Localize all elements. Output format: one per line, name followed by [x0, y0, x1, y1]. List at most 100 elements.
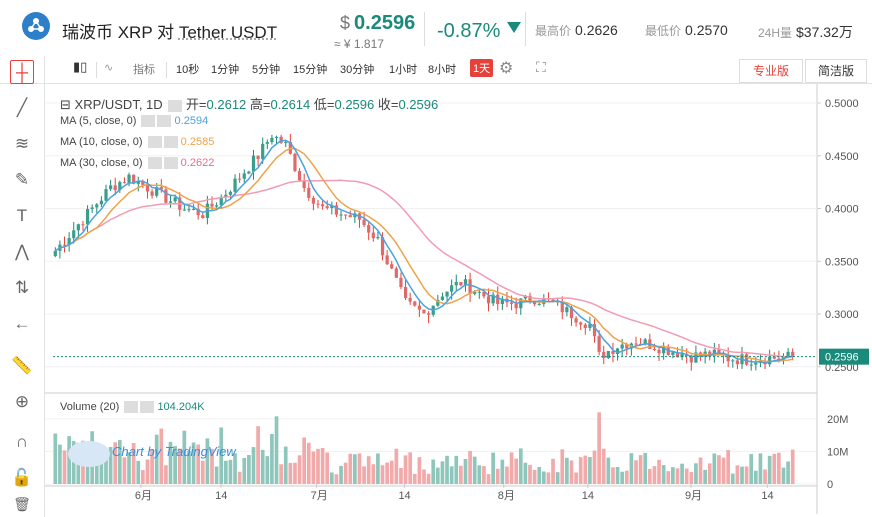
- tradingview-watermark: Chart by TradingView: [112, 444, 236, 459]
- volume-bar: [449, 466, 454, 484]
- volume-bar: [136, 460, 141, 484]
- crosshair-icon[interactable]: ┼: [10, 60, 34, 84]
- volume-bar: [191, 442, 196, 484]
- volume-bar: [624, 470, 629, 484]
- volume-bar: [159, 428, 164, 484]
- cny-price: ≈ ¥ 1.817: [334, 37, 384, 51]
- volume-bar: [85, 454, 90, 484]
- trading-pair[interactable]: 瑞波币 XRP 对 Tether USDT: [62, 18, 277, 43]
- volume-bar: [168, 441, 173, 484]
- volume-bar: [574, 472, 578, 484]
- volume-bar: [417, 457, 422, 484]
- ticker-header: 瑞波币 XRP 对 Tether USDT $0.2596 ≈ ¥ 1.817 …: [0, 0, 872, 56]
- volume-bar: [643, 452, 648, 484]
- settings-gear-icon[interactable]: ⚙: [499, 60, 514, 77]
- volume-bar: [283, 446, 288, 484]
- candle-body: [385, 255, 389, 265]
- ma10-close-icon[interactable]: [163, 136, 178, 149]
- text-icon[interactable]: T: [16, 206, 28, 225]
- volume-bar: [532, 469, 537, 484]
- price-chart[interactable]: 0.5000 0.4500 0.4000 0.3500 0.3000 0.2500 20M 1…: [45, 84, 872, 517]
- volume-bar: [412, 473, 417, 484]
- volume-legend: Volume (20) 104.204K: [60, 401, 205, 414]
- volume-bar: [233, 453, 237, 484]
- volume-label: 24H量: [758, 26, 793, 40]
- ma5-settings-icon[interactable]: [141, 115, 156, 128]
- legend-settings-icon[interactable]: [168, 99, 183, 112]
- volume-settings-icon[interactable]: [124, 401, 139, 414]
- pattern-icon[interactable]: ⋀: [15, 242, 29, 261]
- price-axis-label: 0.4000: [825, 204, 859, 216]
- ma30-settings-icon[interactable]: [147, 157, 162, 170]
- volume-bar: [611, 467, 615, 484]
- simple-version-button[interactable]: 简洁版: [805, 59, 867, 83]
- volume-stat: 24H量 $37.32万: [758, 22, 853, 42]
- high-price-stat: 最高价 0.2626: [535, 22, 618, 39]
- collapse-icon[interactable]: ⊟: [60, 97, 71, 112]
- measure-icon[interactable]: ⇅: [14, 278, 30, 297]
- candle-body: [214, 205, 219, 207]
- pair-quote[interactable]: Tether USDT: [178, 23, 278, 42]
- indicators-button[interactable]: 指标: [133, 64, 155, 76]
- volume-bar: [620, 471, 625, 484]
- price-axis-panel: [817, 84, 872, 517]
- interval-1d[interactable]: 1天: [470, 59, 494, 77]
- ma30-legend: MA (30, close, 0) 0.2622: [60, 157, 214, 170]
- ma5-line: [54, 139, 793, 365]
- candle-type-icon[interactable]: ▮▯: [73, 59, 88, 74]
- brush-icon[interactable]: ✎: [14, 170, 30, 189]
- lock-icon[interactable]: 🔓: [11, 468, 33, 487]
- candle-body: [579, 322, 583, 325]
- trendline-icon[interactable]: ╱: [16, 98, 28, 117]
- time-axis-label: 8月: [498, 490, 515, 502]
- candle-body: [127, 174, 131, 183]
- volume-bar: [790, 449, 795, 484]
- fullscreen-icon[interactable]: ⛶: [536, 59, 546, 75]
- pair-base: 瑞波币 XRP: [62, 23, 153, 42]
- zoom-icon[interactable]: ⊕: [14, 392, 30, 411]
- volume-bar: [468, 450, 472, 484]
- ruler-icon[interactable]: 📏: [11, 356, 33, 375]
- pro-version-button[interactable]: 专业版: [739, 59, 803, 83]
- chart-toolbar: ▮▯ ∿ 指标 10秒 1分钟 5分钟 15分钟 30分钟 1小时 8小时 1天…: [0, 56, 872, 84]
- volume-bar: [740, 466, 744, 484]
- candle-body: [394, 268, 398, 278]
- ma5-close-icon[interactable]: [157, 115, 172, 128]
- candle-body: [781, 356, 786, 360]
- magnet-icon[interactable]: ∩: [15, 432, 29, 451]
- volume-bar: [763, 469, 767, 484]
- interval-10s[interactable]: 10秒: [176, 64, 200, 76]
- volume-bar: [164, 465, 168, 484]
- candle-body: [643, 339, 647, 345]
- interval-30m[interactable]: 30分钟: [340, 64, 375, 76]
- volume-bar: [205, 438, 210, 484]
- trash-icon[interactable]: 🗑: [13, 496, 31, 512]
- back-icon[interactable]: ←: [13, 314, 31, 333]
- down-arrow-icon: [507, 22, 521, 33]
- volume-axis-label: 10M: [827, 446, 848, 458]
- volume-bar: [200, 460, 205, 484]
- volume-close-icon[interactable]: [140, 401, 155, 414]
- price-axis-label: 0.3500: [825, 256, 859, 268]
- high-value: 0.2626: [575, 22, 618, 38]
- ma30-close-icon[interactable]: [163, 157, 178, 170]
- volume-bar: [565, 457, 569, 484]
- volume-bar: [638, 455, 643, 484]
- interval-1m[interactable]: 1分钟: [211, 64, 240, 76]
- candle-body: [325, 206, 329, 208]
- candle-body: [210, 203, 214, 207]
- volume-bar: [546, 472, 551, 484]
- candle-body: [473, 292, 477, 294]
- drawing-tools-sidebar: ┼ ╱ ≋ ✎ T ⋀ ⇅ ← 📏 ⊕ ∩ 🔓 🗑: [0, 56, 45, 517]
- candle-body: [247, 171, 251, 174]
- chart-line-icon[interactable]: ∿: [104, 62, 114, 74]
- interval-15m[interactable]: 15分钟: [293, 64, 328, 76]
- interval-8h[interactable]: 8小时: [428, 64, 457, 76]
- price-axis-label: 0.2500: [825, 362, 859, 374]
- volume-bar: [680, 463, 684, 484]
- fib-icon[interactable]: ≋: [14, 134, 30, 153]
- interval-1h[interactable]: 1小时: [389, 64, 418, 76]
- candle-body: [708, 351, 712, 357]
- interval-5m[interactable]: 5分钟: [252, 64, 281, 76]
- ma10-settings-icon[interactable]: [147, 136, 162, 149]
